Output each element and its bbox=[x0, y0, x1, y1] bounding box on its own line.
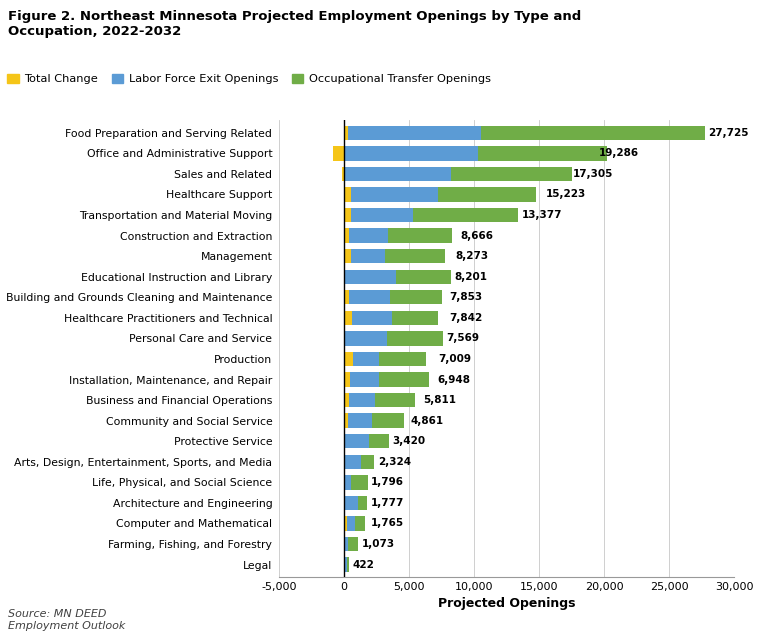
Text: 7,009: 7,009 bbox=[438, 354, 472, 364]
Bar bbox=[344, 413, 348, 428]
Bar bbox=[344, 290, 389, 304]
Bar bbox=[348, 537, 358, 551]
Text: 422: 422 bbox=[353, 560, 375, 569]
Text: 4,861: 4,861 bbox=[411, 416, 444, 425]
Bar bbox=[344, 167, 451, 181]
Bar bbox=[344, 352, 379, 366]
Bar bbox=[396, 269, 451, 284]
Bar bbox=[344, 372, 350, 387]
Text: 7,842: 7,842 bbox=[450, 313, 483, 323]
Text: 5,811: 5,811 bbox=[423, 395, 456, 405]
Text: 15,223: 15,223 bbox=[545, 190, 586, 200]
Bar bbox=[344, 126, 480, 140]
Bar bbox=[344, 393, 349, 407]
Bar bbox=[451, 167, 572, 181]
Text: 17,305: 17,305 bbox=[572, 169, 613, 179]
Text: 7,853: 7,853 bbox=[450, 292, 483, 302]
Bar bbox=[344, 496, 358, 510]
Text: 13,377: 13,377 bbox=[522, 210, 562, 220]
Text: Source: MN DEED
Employment Outlook: Source: MN DEED Employment Outlook bbox=[8, 609, 125, 631]
Bar bbox=[344, 228, 350, 243]
X-axis label: Projected Openings: Projected Openings bbox=[438, 597, 575, 611]
Bar bbox=[379, 372, 428, 387]
Bar bbox=[355, 516, 365, 531]
Bar bbox=[344, 455, 361, 469]
Text: Figure 2. Northeast Minnesota Projected Employment Openings by Type and
Occupati: Figure 2. Northeast Minnesota Projected … bbox=[8, 10, 581, 37]
Bar bbox=[344, 516, 355, 531]
Bar bbox=[361, 455, 375, 469]
Text: 6,948: 6,948 bbox=[438, 375, 471, 385]
Bar bbox=[344, 311, 392, 325]
Bar bbox=[372, 413, 404, 428]
Text: 2,324: 2,324 bbox=[378, 456, 411, 467]
Bar bbox=[389, 228, 452, 243]
Bar bbox=[358, 496, 367, 510]
Text: 8,273: 8,273 bbox=[455, 251, 488, 261]
Bar bbox=[369, 434, 389, 448]
Bar bbox=[333, 146, 344, 160]
Bar bbox=[385, 249, 445, 263]
Text: 1,765: 1,765 bbox=[370, 519, 404, 529]
Text: 19,286: 19,286 bbox=[598, 148, 639, 158]
Bar bbox=[342, 167, 344, 181]
Bar bbox=[376, 393, 415, 407]
Bar bbox=[344, 187, 350, 202]
Bar bbox=[478, 146, 607, 160]
Bar bbox=[344, 475, 351, 489]
Bar bbox=[344, 557, 347, 572]
Bar bbox=[344, 249, 350, 263]
Bar bbox=[344, 269, 396, 284]
Text: 3,420: 3,420 bbox=[392, 436, 425, 446]
Bar bbox=[344, 126, 348, 140]
Bar bbox=[347, 557, 349, 572]
Bar bbox=[344, 208, 413, 223]
Bar bbox=[344, 208, 350, 223]
Bar bbox=[344, 228, 389, 243]
Bar bbox=[344, 146, 478, 160]
Text: 27,725: 27,725 bbox=[708, 128, 749, 138]
Bar bbox=[351, 475, 368, 489]
Bar bbox=[344, 372, 379, 387]
Bar bbox=[392, 311, 438, 325]
Bar bbox=[344, 393, 376, 407]
Bar bbox=[344, 311, 352, 325]
Bar bbox=[344, 249, 385, 263]
Text: 8,201: 8,201 bbox=[454, 272, 487, 281]
Text: 8,666: 8,666 bbox=[461, 231, 493, 241]
Text: 1,777: 1,777 bbox=[370, 498, 404, 508]
Bar bbox=[344, 413, 372, 428]
Text: 1,073: 1,073 bbox=[361, 539, 395, 549]
Bar bbox=[344, 537, 348, 551]
Bar bbox=[344, 331, 387, 346]
Bar bbox=[438, 187, 536, 202]
Text: 7,569: 7,569 bbox=[446, 333, 479, 344]
Bar bbox=[480, 126, 705, 140]
Bar bbox=[344, 516, 347, 531]
Bar bbox=[344, 290, 349, 304]
Bar bbox=[389, 290, 442, 304]
Bar bbox=[344, 352, 353, 366]
Bar bbox=[387, 331, 443, 346]
Legend: Total Change, Labor Force Exit Openings, Occupational Transfer Openings: Total Change, Labor Force Exit Openings,… bbox=[7, 74, 491, 84]
Bar bbox=[413, 208, 518, 223]
Text: 1,796: 1,796 bbox=[371, 477, 404, 488]
Bar bbox=[344, 187, 438, 202]
Bar bbox=[344, 434, 369, 448]
Bar bbox=[379, 352, 426, 366]
